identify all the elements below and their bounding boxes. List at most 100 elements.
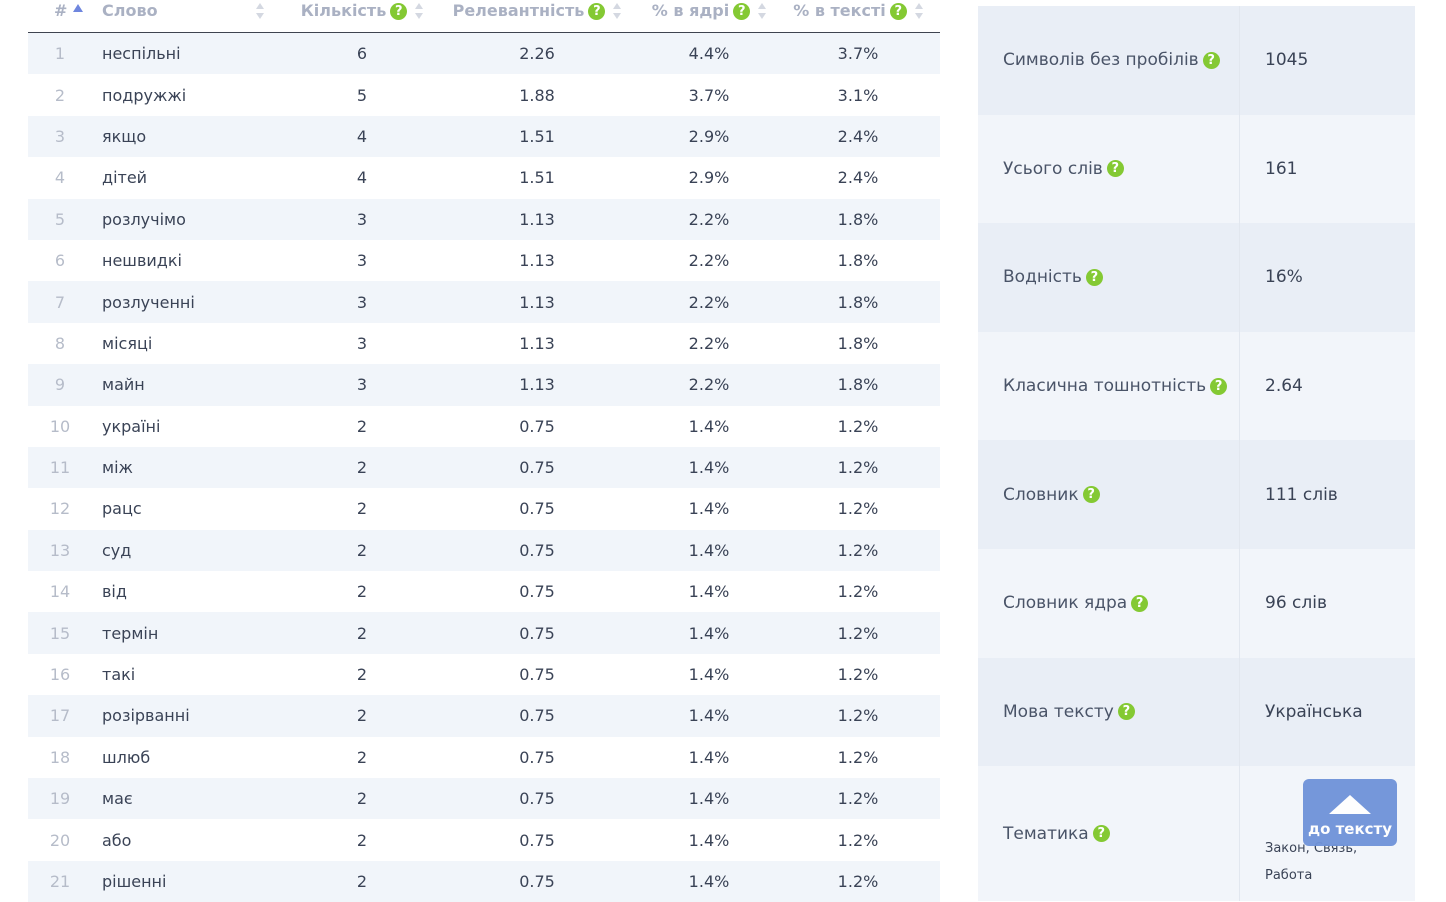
- help-icon[interactable]: ?: [1107, 160, 1124, 177]
- stat-row: Водність?16%: [978, 223, 1415, 332]
- row-word: місяці: [92, 323, 292, 364]
- row-word: розлученні: [92, 281, 292, 322]
- row-core-percent: 1.4%: [642, 654, 776, 695]
- row-number: 9: [28, 364, 92, 405]
- stat-label: Словник ядра?: [978, 549, 1240, 658]
- row-word: якщо: [92, 116, 292, 157]
- help-icon[interactable]: ?: [733, 3, 750, 20]
- sort-icon[interactable]: [613, 3, 621, 19]
- stat-label: Мова тексту?: [978, 658, 1240, 767]
- row-core-percent: 1.4%: [642, 819, 776, 860]
- row-word: подружжі: [92, 74, 292, 115]
- row-word: майн: [92, 364, 292, 405]
- row-core-percent: 2.2%: [642, 281, 776, 322]
- column-header-word[interactable]: Слово: [92, 0, 292, 33]
- stat-value: 1045: [1240, 6, 1415, 115]
- row-core-percent: 1.4%: [642, 612, 776, 653]
- row-count: 2: [292, 488, 432, 529]
- row-core-percent: 1.4%: [642, 571, 776, 612]
- stat-label: Тематика?: [978, 766, 1240, 901]
- row-core-percent: 2.9%: [642, 116, 776, 157]
- row-text-percent: 2.4%: [776, 157, 940, 198]
- stat-value-line: Работа: [1265, 862, 1312, 889]
- row-word: рішенні: [92, 861, 292, 902]
- row-count: 2: [292, 737, 432, 778]
- sort-icon[interactable]: [915, 3, 923, 19]
- row-relevance: 1.88: [432, 74, 642, 115]
- stat-label: Словник?: [978, 440, 1240, 549]
- row-core-percent: 2.2%: [642, 240, 776, 281]
- stat-value: 96 слів: [1240, 549, 1415, 658]
- row-word: має: [92, 778, 292, 819]
- row-text-percent: 1.2%: [776, 488, 940, 529]
- row-relevance: 1.13: [432, 199, 642, 240]
- stat-label: Усього слів?: [978, 115, 1240, 224]
- column-header-number[interactable]: #: [28, 0, 92, 33]
- row-count: 3: [292, 281, 432, 322]
- column-header-core-percent[interactable]: % в ядрі?: [642, 0, 776, 33]
- row-relevance: 1.13: [432, 364, 642, 405]
- row-number: 11: [28, 447, 92, 488]
- help-icon[interactable]: ?: [1203, 52, 1220, 69]
- column-header-relevance[interactable]: Релевантність?: [432, 0, 642, 33]
- row-text-percent: 1.2%: [776, 819, 940, 860]
- row-relevance: 0.75: [432, 488, 642, 529]
- row-core-percent: 2.2%: [642, 199, 776, 240]
- help-icon[interactable]: ?: [890, 3, 907, 20]
- row-count: 2: [292, 571, 432, 612]
- row-core-percent: 1.4%: [642, 695, 776, 736]
- help-icon[interactable]: ?: [1093, 825, 1110, 842]
- row-core-percent: 1.4%: [642, 861, 776, 902]
- row-word: нешвидкі: [92, 240, 292, 281]
- help-icon[interactable]: ?: [1131, 595, 1148, 612]
- stat-value: Українська: [1240, 658, 1415, 767]
- help-icon[interactable]: ?: [1118, 703, 1135, 720]
- help-icon[interactable]: ?: [390, 3, 407, 20]
- row-core-percent: 2.2%: [642, 323, 776, 364]
- row-number: 2: [28, 74, 92, 115]
- row-number: 8: [28, 323, 92, 364]
- sort-icon[interactable]: [415, 3, 423, 19]
- row-relevance: 0.75: [432, 778, 642, 819]
- stat-label: Водність?: [978, 223, 1240, 332]
- row-relevance: 0.75: [432, 819, 642, 860]
- help-icon[interactable]: ?: [588, 3, 605, 20]
- sort-asc-icon[interactable]: [73, 4, 83, 12]
- stat-label-text: Мова тексту: [1003, 702, 1114, 722]
- row-word: такі: [92, 654, 292, 695]
- row-relevance: 1.13: [432, 240, 642, 281]
- stat-row: Мова тексту?Українська: [978, 658, 1415, 767]
- row-count: 4: [292, 157, 432, 198]
- row-count: 2: [292, 819, 432, 860]
- row-number: 1: [28, 33, 92, 75]
- to-text-button[interactable]: до тексту: [1303, 779, 1397, 846]
- row-relevance: 1.51: [432, 116, 642, 157]
- sort-icon[interactable]: [758, 3, 766, 19]
- row-count: 3: [292, 199, 432, 240]
- stat-label-text: Тематика: [1003, 824, 1089, 844]
- row-relevance: 1.13: [432, 281, 642, 322]
- help-icon[interactable]: ?: [1086, 269, 1103, 286]
- column-header-text-percent[interactable]: % в тексті?: [776, 0, 940, 33]
- stat-label-text: Класична тошнотність: [1003, 376, 1206, 396]
- row-number: 6: [28, 240, 92, 281]
- row-word: або: [92, 819, 292, 860]
- row-word: від: [92, 571, 292, 612]
- column-header-count[interactable]: Кількість?: [292, 0, 432, 33]
- help-icon[interactable]: ?: [1083, 486, 1100, 503]
- stat-row: Словник ядра?96 слів: [978, 549, 1415, 658]
- row-word: шлюб: [92, 737, 292, 778]
- sort-icon[interactable]: [256, 3, 264, 19]
- row-core-percent: 1.4%: [642, 530, 776, 571]
- row-number: 17: [28, 695, 92, 736]
- row-count: 2: [292, 861, 432, 902]
- row-relevance: 0.75: [432, 447, 642, 488]
- row-number: 13: [28, 530, 92, 571]
- row-word: суд: [92, 530, 292, 571]
- row-number: 3: [28, 116, 92, 157]
- help-icon[interactable]: ?: [1210, 378, 1227, 395]
